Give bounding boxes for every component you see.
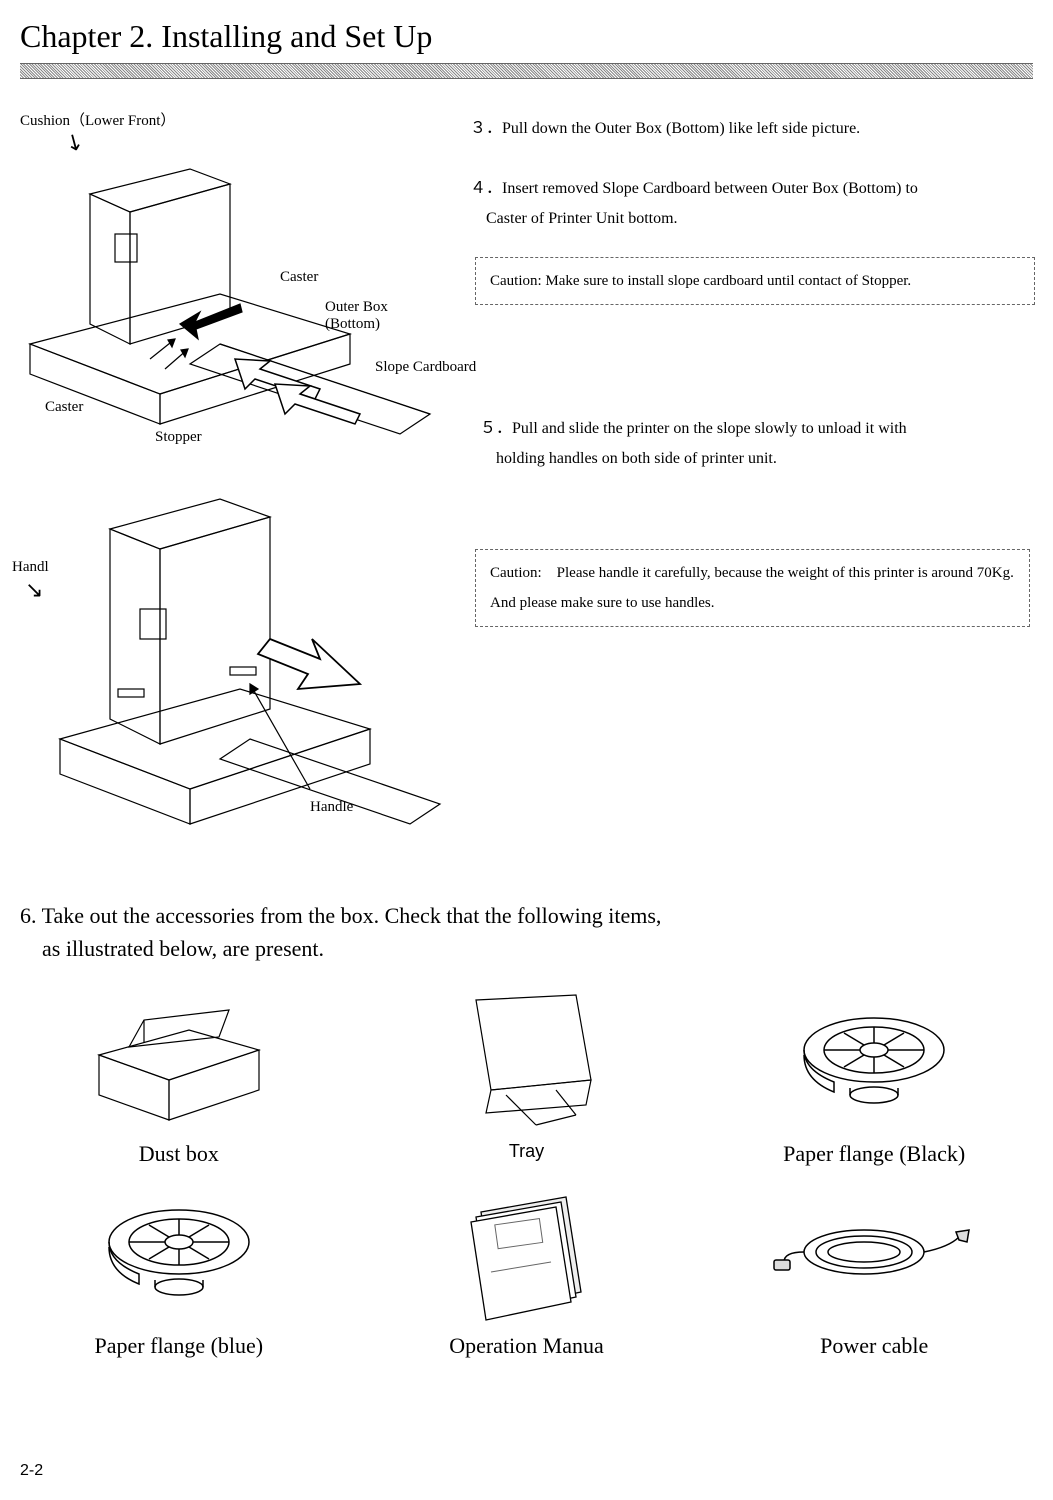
accessories-grid: Dust box Tray: [20, 985, 1033, 1359]
step-5: ５．Pull and slide the printer on the slop…: [480, 414, 1040, 475]
accessory-label: Power cable: [715, 1333, 1033, 1359]
step-number: ５．: [480, 420, 512, 438]
label-cushion: Cushion（Lower Front）: [20, 109, 175, 130]
chapter-title: Chapter 2. Installing and Set Up: [20, 0, 1033, 63]
label-caster-left: Caster: [45, 399, 83, 416]
dust-box-icon: [79, 995, 279, 1125]
caution-box-2: Caution: Please handle it carefully, bec…: [475, 549, 1030, 627]
label-outer-box: Outer Box (Bottom): [325, 299, 388, 333]
top-section: Cushion（Lower Front） ↘: [20, 109, 1033, 489]
step-number: ４．: [470, 180, 502, 198]
page-number: 2-2: [20, 1462, 43, 1480]
caution-box-1: Caution: Make sure to install slope card…: [475, 257, 1035, 305]
label-handle-right: Handle: [310, 799, 353, 816]
power-cable-icon: [764, 1202, 984, 1302]
accessory-label: Paper flange (Black): [715, 1141, 1033, 1167]
tray-icon: [436, 985, 616, 1135]
horizontal-rule: [20, 63, 1033, 79]
page: Chapter 2. Installing and Set Up Cushion…: [0, 0, 1053, 1500]
accessory-dust-box: Dust box: [20, 985, 338, 1167]
accessory-manual: Operation Manua: [368, 1177, 686, 1359]
flange-icon: [789, 1000, 959, 1120]
label-stopper: Stopper: [155, 429, 202, 446]
accessory-power-cable: Power cable: [715, 1177, 1033, 1359]
step-text: as illustrated below, are present.: [42, 936, 324, 961]
step-4: ４．Insert removed Slope Cardboard between…: [470, 174, 918, 235]
accessory-tray: Tray: [368, 985, 686, 1167]
step-text: Insert removed Slope Cardboard between O…: [502, 180, 918, 197]
step-6: 6. Take out the accessories from the box…: [20, 899, 1033, 965]
step-text: Pull and slide the printer on the slope …: [512, 420, 907, 437]
diagram-unloading: [40, 489, 470, 859]
step-text: Caster of Printer Unit bottom.: [486, 210, 678, 227]
accessory-flange-blue: Paper flange (blue): [20, 1177, 338, 1359]
label-slope: Slope Cardboard: [375, 359, 476, 376]
accessory-label: Paper flange (blue): [20, 1333, 338, 1359]
step-3: ３．Pull down the Outer Box (Bottom) like …: [470, 114, 860, 144]
step-text: holding handles on both side of printer …: [496, 450, 777, 467]
step-text: 6. Take out the accessories from the box…: [20, 903, 661, 928]
accessory-label: Tray: [368, 1141, 686, 1162]
step-number: ３．: [470, 120, 502, 138]
label-caster-top: Caster: [280, 269, 318, 286]
flange-icon: [94, 1192, 264, 1312]
accessory-flange-black: Paper flange (Black): [715, 985, 1033, 1167]
accessory-label: Dust box: [20, 1141, 338, 1167]
step-text: Pull down the Outer Box (Bottom) like le…: [502, 120, 860, 137]
manual-icon: [446, 1182, 606, 1322]
mid-section: Handl ↘: [20, 489, 1033, 889]
accessory-label: Operation Manua: [368, 1333, 686, 1359]
